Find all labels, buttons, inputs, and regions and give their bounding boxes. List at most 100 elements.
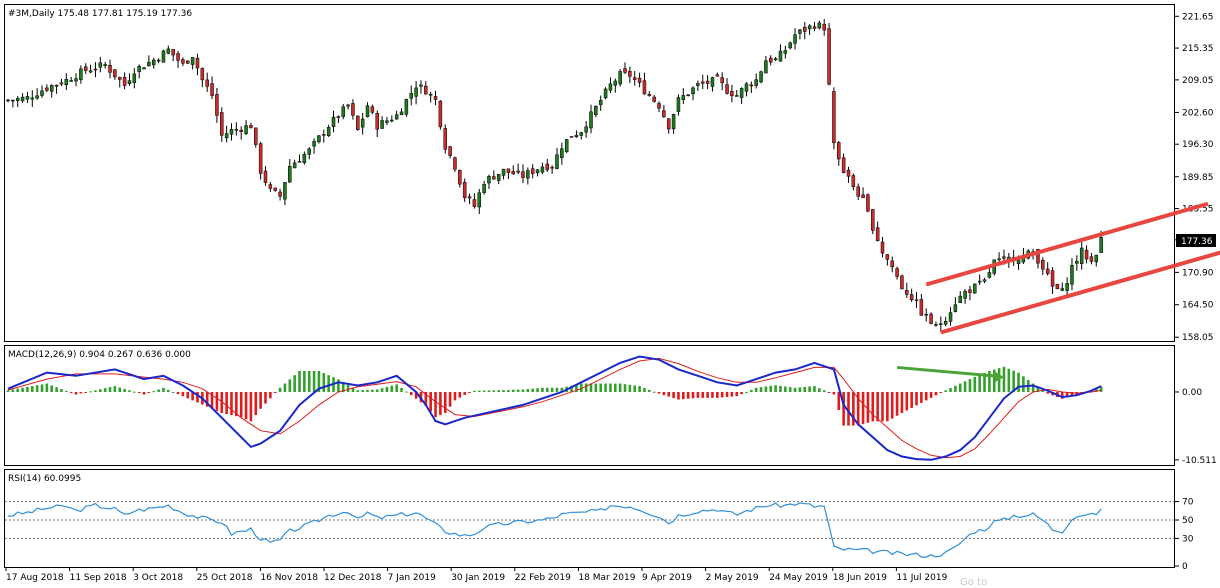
histogram-bar-negative — [79, 391, 83, 394]
bear-candle — [1050, 270, 1055, 287]
bull-candle — [69, 80, 73, 82]
bull-candle — [35, 95, 39, 99]
bull-candle — [283, 182, 287, 200]
histogram-bar-positive — [157, 389, 160, 392]
histogram-bar-positive — [327, 375, 330, 392]
histogram-bar-positive — [555, 387, 559, 392]
bear-candle — [827, 28, 831, 85]
histogram-bar-positive — [341, 382, 345, 392]
histogram-bar-negative — [939, 391, 943, 393]
histogram-bar-negative — [662, 391, 666, 396]
bull-candle — [88, 70, 93, 73]
rsi-axis: 70 50 30 0 — [1175, 498, 1194, 572]
bull-candle — [161, 50, 166, 63]
bull-candle — [302, 154, 307, 163]
bull-candle — [1016, 259, 1021, 264]
bear-candle — [438, 100, 443, 128]
histogram-bar-positive — [764, 386, 768, 392]
bull-candle — [244, 125, 248, 135]
date-tick-label: 18 Mar 2019 — [578, 573, 635, 583]
macd-lines — [7, 355, 1102, 461]
histogram-bar-positive — [652, 391, 656, 393]
histogram-bar-negative — [409, 391, 413, 396]
bull-candle — [496, 174, 501, 181]
histogram-bar-negative — [142, 391, 146, 395]
histogram-bar-positive — [351, 387, 355, 392]
bull-candle — [224, 133, 229, 139]
histogram-bar-positive — [813, 386, 816, 392]
bull-candle — [1075, 260, 1079, 264]
bull-candle — [54, 84, 59, 87]
bear-candle — [258, 143, 263, 174]
bear-candle — [356, 115, 360, 130]
bull-candle — [773, 58, 778, 61]
histogram-bar-negative — [847, 391, 850, 426]
histogram-bar-positive — [570, 385, 573, 392]
date-tick-label: 11 Sep 2018 — [70, 573, 127, 583]
histogram-bar-negative — [448, 391, 452, 407]
bear-candle — [890, 260, 894, 268]
bear-candle — [443, 128, 447, 150]
price-tick-label: 215.35 — [1182, 44, 1214, 54]
histogram-bar-negative — [725, 391, 729, 398]
histogram-bar-negative — [137, 391, 141, 394]
rsi-tick-label: 0 — [1182, 562, 1188, 572]
histogram-bar-positive — [973, 376, 977, 392]
bull-candle — [686, 94, 690, 97]
bear-candle — [895, 268, 899, 277]
histogram-bar-positive — [988, 370, 991, 392]
histogram-bar-negative — [905, 391, 909, 411]
histogram-bar-positive — [50, 385, 54, 392]
current-price-label: 177.36 — [1181, 237, 1213, 247]
bear-candle — [909, 294, 914, 300]
histogram-bar-negative — [876, 391, 879, 422]
bull-candle — [594, 105, 598, 116]
histogram-bar-negative — [895, 391, 899, 416]
macd-pane — [4, 345, 1175, 466]
bull-candle — [613, 80, 618, 86]
bear-candle — [632, 77, 637, 80]
bear-candle — [467, 196, 472, 199]
bull-candle — [98, 62, 103, 68]
bull-candle — [788, 42, 792, 49]
histogram-bar-positive — [35, 385, 39, 392]
histogram-bar-positive — [40, 384, 44, 392]
histogram-bar-positive — [779, 385, 782, 392]
histogram-bar-negative — [235, 391, 238, 417]
date-tick-label: 7 Jan 2019 — [388, 573, 436, 583]
histogram-bar-negative — [230, 391, 233, 416]
histogram-bar-negative — [706, 391, 709, 398]
histogram-bar-positive — [303, 370, 306, 392]
bear-candle — [210, 83, 214, 96]
bear-candle — [856, 186, 860, 197]
histogram-bar-negative — [458, 391, 462, 398]
bull-candle — [156, 59, 161, 62]
bear-candle — [851, 175, 856, 187]
bull-candle — [399, 111, 404, 116]
bear-candle — [278, 191, 282, 197]
histogram-bar-positive — [298, 370, 301, 392]
histogram-bar-positive — [589, 383, 593, 392]
histogram-bar-positive — [788, 387, 792, 392]
bull-candle — [1094, 254, 1099, 263]
histogram-bar-positive — [623, 384, 627, 392]
histogram-bar-negative — [686, 391, 690, 399]
bull-candle — [326, 127, 331, 136]
histogram-bar-positive — [45, 383, 49, 392]
date-tick-label: 25 Oct 2018 — [197, 573, 253, 583]
histogram-bar-positive — [1099, 386, 1103, 392]
bull-candle — [739, 88, 744, 98]
histogram-bar-positive — [26, 386, 29, 392]
histogram-bar-positive — [643, 387, 646, 392]
price-tick-label: 164.50 — [1182, 301, 1214, 311]
bear-candle — [249, 125, 253, 129]
histogram-bar-positive — [1041, 390, 1045, 392]
histogram-bar-positive — [371, 389, 374, 392]
histogram-bar-positive — [808, 386, 811, 392]
histogram-bar-negative — [852, 391, 855, 426]
histogram-bar-positive — [507, 389, 510, 392]
bear-candle — [642, 80, 647, 95]
histogram-bar-negative — [414, 391, 418, 399]
bull-candle — [598, 100, 603, 105]
bull-candle — [560, 148, 564, 158]
